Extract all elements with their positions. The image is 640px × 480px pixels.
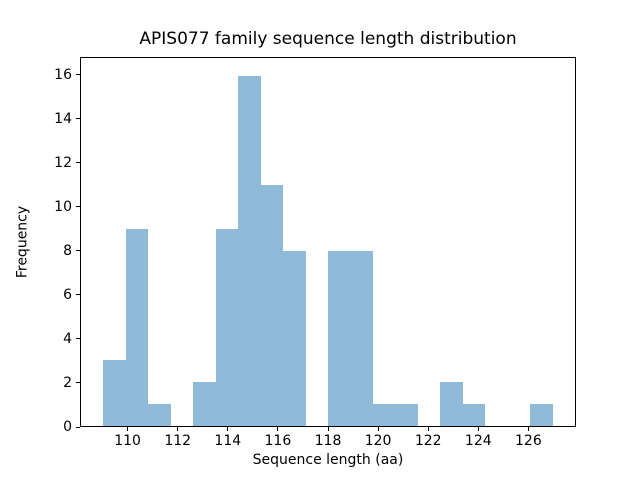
y-tick-label: 14 bbox=[54, 110, 72, 127]
y-tick-label: 8 bbox=[63, 242, 72, 259]
y-tick-label: 0 bbox=[63, 419, 72, 435]
plot-area bbox=[80, 57, 576, 427]
histogram-bar bbox=[148, 404, 171, 426]
y-tick-mark bbox=[76, 74, 80, 76]
y-tick-label: 10 bbox=[54, 198, 72, 215]
y-tick-mark bbox=[76, 338, 80, 340]
histogram-bar bbox=[395, 404, 418, 426]
x-tick-label: 118 bbox=[314, 433, 342, 449]
x-axis-label: Sequence length (aa) bbox=[252, 452, 404, 468]
histogram-bar bbox=[125, 228, 149, 426]
histogram-bar bbox=[530, 404, 553, 426]
y-tick-label: 16 bbox=[54, 66, 72, 83]
x-tick-mark bbox=[227, 427, 229, 431]
histogram-bar bbox=[283, 250, 306, 426]
histogram-bar bbox=[103, 360, 126, 426]
histogram-bar bbox=[193, 382, 216, 426]
y-tick-label: 6 bbox=[63, 286, 72, 303]
x-tick-mark bbox=[477, 427, 479, 431]
y-tick-mark bbox=[76, 382, 80, 384]
chart-title: APIS077 family sequence length distribut… bbox=[139, 29, 517, 49]
histogram-bar bbox=[215, 228, 239, 426]
x-tick-label: 116 bbox=[264, 433, 292, 449]
y-tick-mark bbox=[76, 294, 80, 296]
x-tick-label: 114 bbox=[214, 433, 242, 449]
y-tick-mark bbox=[76, 250, 80, 252]
x-tick-label: 120 bbox=[364, 433, 392, 449]
y-tick-mark bbox=[76, 426, 80, 428]
y-tick-mark bbox=[76, 118, 80, 120]
x-tick-mark bbox=[277, 427, 279, 431]
x-tick-mark bbox=[427, 427, 429, 431]
histogram-bar bbox=[372, 404, 396, 426]
x-tick-mark bbox=[527, 427, 529, 431]
x-tick-mark bbox=[127, 427, 129, 431]
y-tick-mark bbox=[76, 162, 80, 164]
x-tick-mark bbox=[377, 427, 379, 431]
x-tick-label: 110 bbox=[114, 433, 141, 449]
y-tick-label: 4 bbox=[63, 330, 72, 347]
y-tick-mark bbox=[76, 206, 80, 208]
histogram-bar bbox=[440, 382, 463, 426]
x-tick-mark bbox=[327, 427, 329, 431]
y-tick-label: 12 bbox=[54, 154, 72, 171]
y-tick-label: 2 bbox=[63, 374, 72, 391]
histogram-bar bbox=[238, 75, 261, 426]
histogram-bar bbox=[260, 185, 284, 426]
histogram-bar bbox=[328, 250, 351, 426]
x-tick-label: 124 bbox=[464, 433, 492, 449]
x-tick-label: 126 bbox=[515, 433, 542, 449]
x-tick-label: 122 bbox=[414, 433, 442, 449]
histogram-bar bbox=[350, 250, 373, 426]
x-tick-label: 112 bbox=[164, 433, 192, 449]
histogram-bar bbox=[462, 404, 486, 426]
x-tick-mark bbox=[177, 427, 179, 431]
